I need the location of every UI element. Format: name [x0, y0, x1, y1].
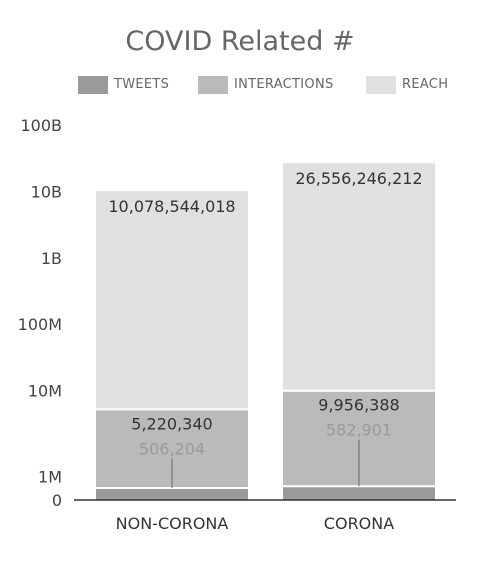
- chart-title: COVID Related #: [125, 26, 355, 57]
- data-label-interactions: 5,220,340: [131, 414, 212, 433]
- y-tick-label: 10B: [31, 182, 62, 201]
- y-tick-label: 1M: [38, 467, 62, 486]
- data-label-tweets: 506,204: [139, 439, 205, 458]
- data-label-interactions: 9,956,388: [318, 396, 399, 415]
- y-tick-label: 0: [52, 491, 62, 510]
- y-tick-label: 1B: [41, 249, 62, 268]
- x-tick-label: CORONA: [324, 514, 394, 533]
- legend-label-tweets: TWEETS: [114, 77, 170, 92]
- y-tick-label: 10M: [28, 382, 62, 401]
- x-tick-label: NON-CORONA: [116, 514, 229, 533]
- data-label-tweets: 582,901: [326, 421, 392, 440]
- legend-swatch-reach: [366, 76, 396, 94]
- bar-reach: [96, 191, 248, 410]
- legend-label-interactions: INTERACTIONS: [234, 77, 334, 92]
- legend-label-reach: REACH: [402, 77, 449, 92]
- data-label-reach: 10,078,544,018: [108, 197, 235, 216]
- bar-tweets: [96, 488, 248, 500]
- data-label-reach: 26,556,246,212: [295, 169, 422, 188]
- legend-swatch-interactions: [198, 76, 228, 94]
- y-tick-label: 100B: [20, 116, 62, 135]
- bar-tweets: [283, 486, 435, 500]
- legend-swatch-tweets: [78, 76, 108, 94]
- bar-reach: [283, 163, 435, 391]
- y-tick-label: 100M: [18, 315, 62, 334]
